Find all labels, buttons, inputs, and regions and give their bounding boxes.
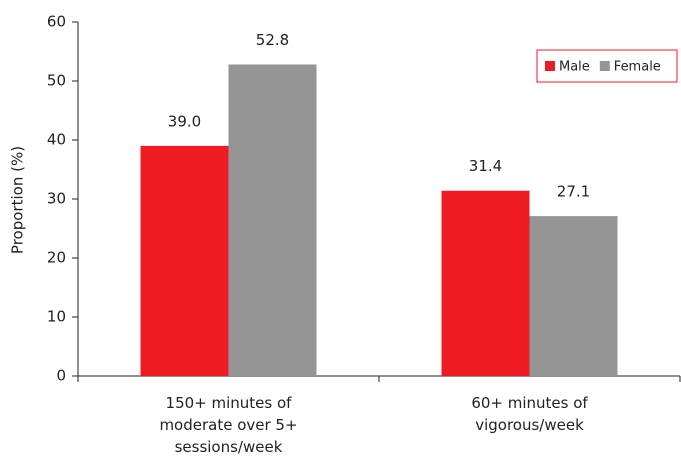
legend-swatch bbox=[599, 61, 610, 71]
legend-box bbox=[536, 49, 678, 83]
bar bbox=[140, 145, 229, 376]
data-label: 39.0 bbox=[168, 112, 201, 130]
legend-label: Female bbox=[614, 60, 661, 75]
y-axis-label: Proportion (%) bbox=[9, 146, 27, 254]
x-tick-label: 60+ minutes of vigorous/week bbox=[471, 394, 588, 434]
y-tick-label: 60 bbox=[47, 13, 66, 31]
y-tick-label: 20 bbox=[47, 249, 66, 267]
y-tick-label: 50 bbox=[47, 72, 66, 90]
y-tick-label: 0 bbox=[56, 367, 66, 385]
bar bbox=[529, 216, 618, 376]
legend-swatch bbox=[545, 61, 555, 71]
data-label: 31.4 bbox=[469, 157, 502, 175]
data-label: 27.1 bbox=[557, 183, 590, 201]
data-label: 52.8 bbox=[256, 31, 289, 49]
y-tick-label: 30 bbox=[47, 190, 66, 208]
y-tick-label: 10 bbox=[47, 308, 66, 326]
legend-label: Male bbox=[559, 60, 590, 75]
y-tick-label: 40 bbox=[47, 131, 66, 149]
bar bbox=[441, 190, 530, 376]
x-tick-label: 150+ minutes of moderate over 5+ session… bbox=[159, 394, 298, 456]
bar bbox=[228, 64, 317, 376]
